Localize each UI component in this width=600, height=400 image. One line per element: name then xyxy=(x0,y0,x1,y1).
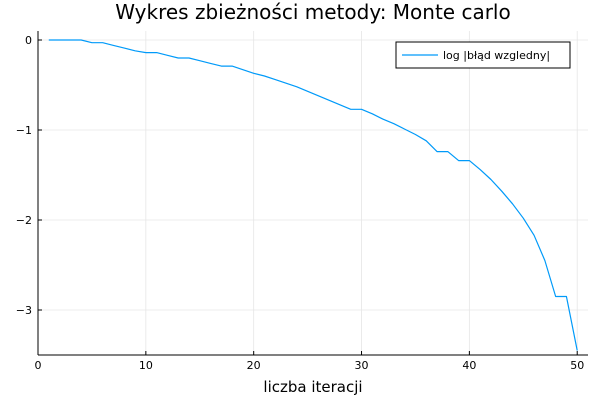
x-tick-label: 0 xyxy=(35,359,42,372)
x-ticks: 0 10 20 30 40 50 xyxy=(35,351,584,372)
axes xyxy=(37,31,588,356)
legend-box xyxy=(395,41,571,69)
x-axis-label: liczba iteracji xyxy=(263,378,362,396)
y-tick-label: −2 xyxy=(16,214,32,227)
series-layer xyxy=(48,39,578,351)
y-tick-label: 0 xyxy=(25,34,32,47)
x-tick-label: 10 xyxy=(139,359,153,372)
x-tick-label: 20 xyxy=(247,359,261,372)
y-tick-label: −3 xyxy=(16,304,32,317)
y-ticks: 0 −1 −2 −3 xyxy=(16,34,42,317)
chart-title: Wykres zbieżności metody: Monte carlo xyxy=(115,0,510,24)
grid xyxy=(37,31,588,355)
x-tick-label: 40 xyxy=(462,359,476,372)
series-line xyxy=(48,39,578,351)
x-tick-label: 30 xyxy=(355,359,369,372)
y-tick-label: −1 xyxy=(16,124,32,137)
legend-label: log |błąd wzgledny| xyxy=(443,49,550,62)
legend: log |błąd wzgledny| xyxy=(395,41,571,69)
x-tick-label: 50 xyxy=(570,359,584,372)
